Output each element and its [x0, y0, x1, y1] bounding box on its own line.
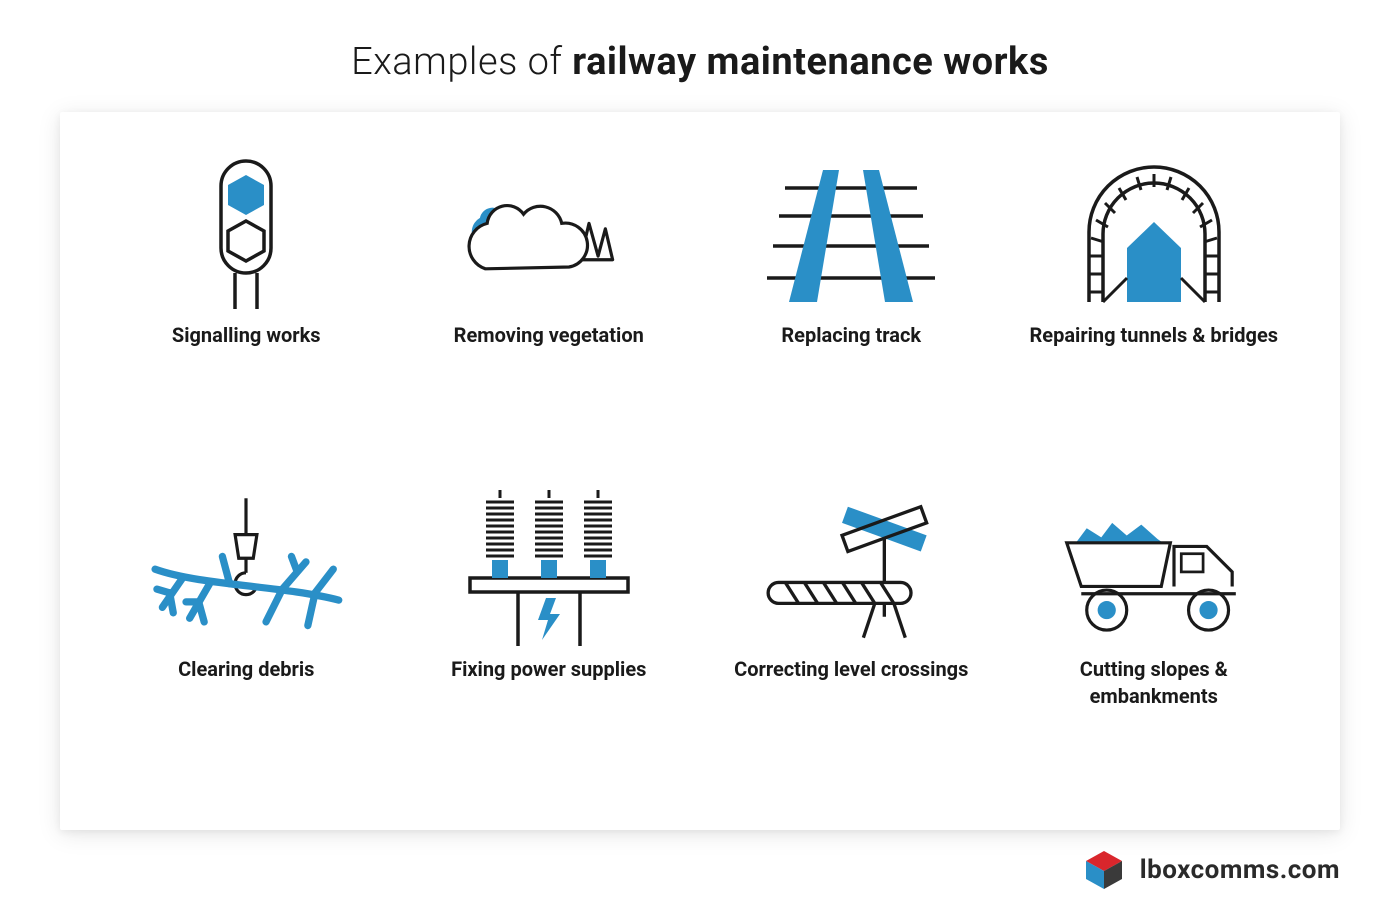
- brand-text: lboxcomms.com: [1140, 855, 1340, 885]
- item-vegetation: Removing vegetation: [413, 152, 686, 466]
- item-label: Cutting slopes & embankments: [1024, 656, 1284, 710]
- items-grid: Signalling works Removing vegetation: [60, 112, 1340, 830]
- item-label: Correcting level crossings: [734, 656, 968, 683]
- title-light: Examples of: [351, 40, 572, 84]
- item-label: Repairing tunnels & bridges: [1029, 322, 1278, 349]
- item-label: Clearing debris: [178, 656, 314, 683]
- item-tunnels: Repairing tunnels & bridges: [1018, 152, 1291, 466]
- crane-branch-icon: [146, 486, 346, 656]
- signal-icon: [146, 152, 346, 322]
- insulators-icon: [449, 486, 649, 656]
- cloud-bush-icon: [449, 152, 649, 322]
- item-debris: Clearing debris: [110, 486, 383, 800]
- item-track: Replacing track: [715, 152, 988, 466]
- title-bold: railway maintenance works: [572, 40, 1049, 84]
- footer: lboxcomms.com: [60, 830, 1340, 892]
- tunnel-icon: [1054, 152, 1254, 322]
- item-label: Replacing track: [781, 322, 921, 349]
- item-label: Fixing power supplies: [451, 656, 646, 683]
- item-crossings: Correcting level crossings: [715, 486, 988, 800]
- item-slopes: Cutting slopes & embankments: [1018, 486, 1291, 800]
- item-label: Signalling works: [172, 322, 321, 349]
- level-crossing-icon: [751, 486, 951, 656]
- item-label: Removing vegetation: [454, 322, 644, 349]
- item-signalling: Signalling works: [110, 152, 383, 466]
- page-root: Examples of railway maintenance works Si…: [0, 0, 1400, 912]
- item-power: Fixing power supplies: [413, 486, 686, 800]
- brand-logo-icon: [1082, 848, 1126, 892]
- page-title: Examples of railway maintenance works: [60, 40, 1340, 84]
- dump-truck-icon: [1054, 486, 1254, 656]
- rails-icon: [751, 152, 951, 322]
